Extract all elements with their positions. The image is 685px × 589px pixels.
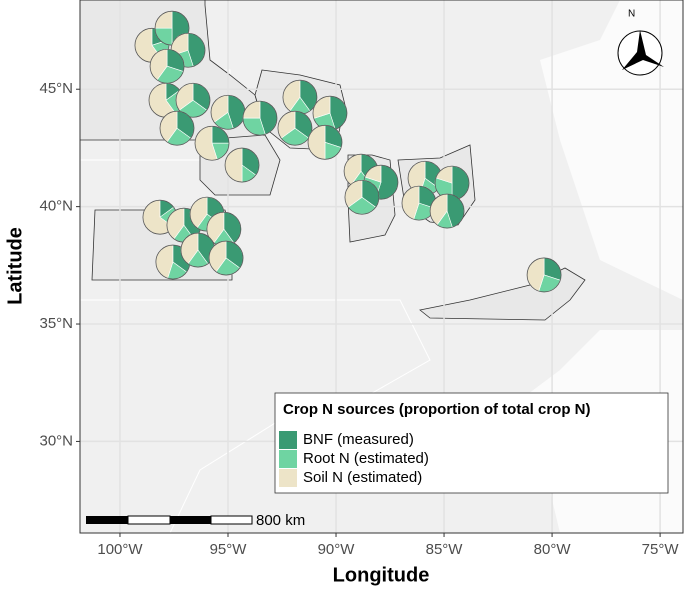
site-pie [526,257,562,293]
x-tick-label: 100°W [97,541,143,558]
y-tick-label: 30°N [39,432,73,449]
site-pie [242,100,278,136]
x-tick-label: 90°W [318,541,356,558]
y-tick-label: 40°N [39,198,73,215]
site-pie [149,48,185,84]
legend-label: Soil N (estimated) [303,469,422,486]
site-pie [194,125,230,161]
site-pie [208,240,244,276]
y-tick-label: 45°N [39,80,73,97]
panel-border [79,0,684,534]
site-location [526,257,562,293]
site-pie [210,94,246,130]
site-pie [307,124,343,160]
y-axis-title: Latitude [4,227,26,305]
site-location [159,110,195,146]
site-location [344,179,380,215]
north-arrow: N [617,9,664,76]
legend-swatch [279,431,297,449]
x-tick-label: 85°W [426,541,464,558]
scale-bar-label: 800 km [256,512,305,529]
site-pie [175,82,211,118]
x-axis-title: Longitude [333,564,430,586]
x-tick-label: 80°W [534,541,572,558]
legend-box [274,392,669,494]
site-location [175,82,211,118]
x-tick-label: 95°W [210,541,248,558]
site-pie [429,193,465,229]
site-pie [344,179,380,215]
site-pie [282,79,318,115]
x-tick-label: 75°W [642,541,680,558]
site-pie [277,110,313,146]
north-label: N [628,9,635,20]
site-location [307,124,343,160]
legend-items: BNF (measured) Root N (estimated) Soil N (… [279,431,429,487]
site-pie [312,95,348,131]
legend-title: Crop N sources (proportion of total crop… [283,401,591,418]
site-pie [159,110,195,146]
site-pie [224,147,260,183]
y-tick-label: 35°N [39,315,73,332]
scale-bar: 800 km [86,512,305,529]
legend-label: BNF (measured) [303,431,414,448]
legend-swatch [279,469,297,487]
site-location [194,125,230,161]
site-location [208,240,244,276]
site-location [277,110,313,146]
site-pie [401,185,437,221]
pie-layer [134,10,562,293]
site-location [242,100,278,136]
site-location [224,147,260,183]
legend-label: Root N (estimated) [303,450,429,467]
legend-swatch [279,450,297,468]
legend: Crop N sources (proportion of total crop… [274,392,669,494]
site-location [429,193,465,229]
